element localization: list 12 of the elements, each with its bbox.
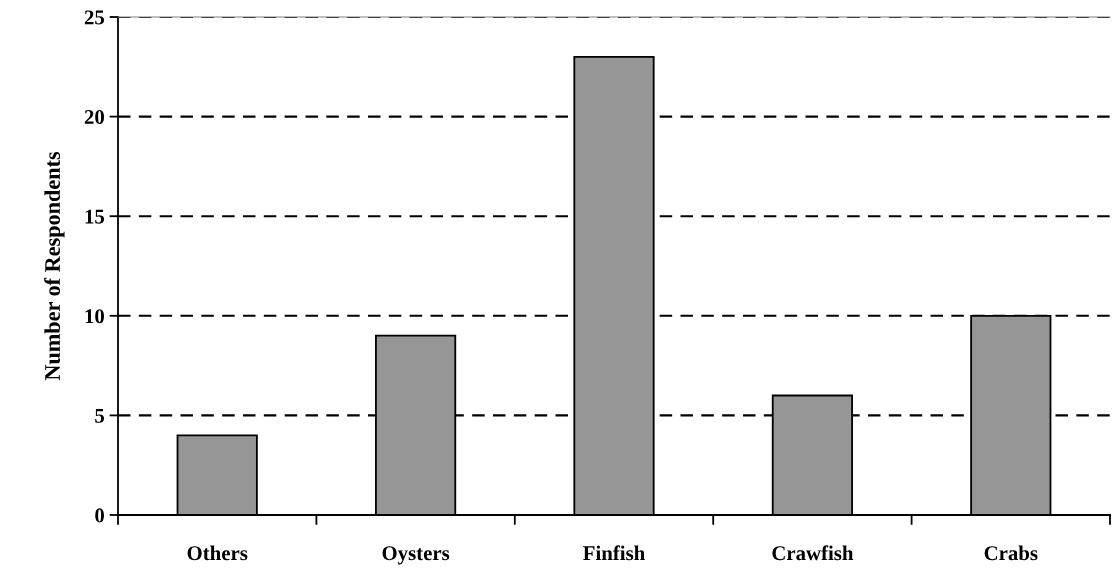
y-tick-label: 10 (85, 309, 105, 324)
x-tick-label: Crabs (984, 545, 1038, 561)
x-tick-label: Finfish (583, 545, 645, 561)
y-axis-title: Number of Respondents (44, 151, 65, 381)
y-tick-label: 5 (95, 408, 105, 423)
y-tick-label: 25 (84, 10, 105, 25)
x-tick-label: Crawfish (772, 545, 854, 561)
x-tick-label: Oysters (382, 546, 450, 565)
y-tick-label: 20 (84, 109, 105, 125)
y-tick-label: 15 (85, 209, 105, 224)
y-tick-label: 0 (95, 508, 105, 523)
x-tick-label: Others (187, 545, 248, 561)
